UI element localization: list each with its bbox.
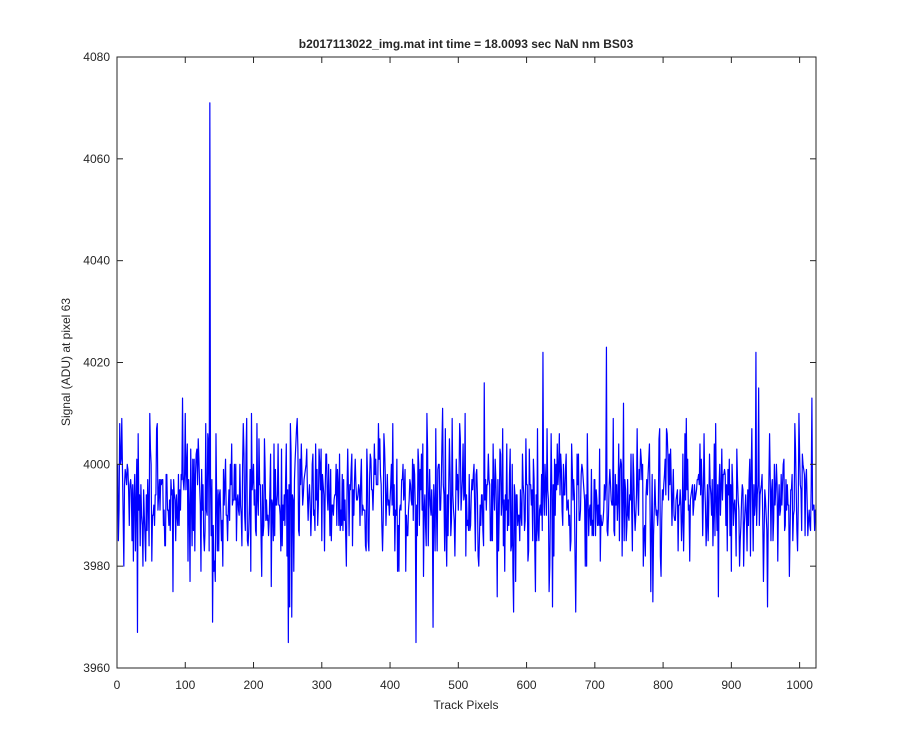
plot-area [117,57,816,668]
ticks-layer: 0 100 200 300 400 500 600 700 800 900 1000 3960 3980… [83,50,816,692]
x-tick-label: 400 [380,678,400,692]
x-tick-label: 600 [517,678,537,692]
x-tick-label: 300 [312,678,332,692]
y-tick-label: 4080 [83,50,110,64]
x-tick-label: 700 [585,678,605,692]
x-tick-label: 900 [721,678,741,692]
series-line [117,102,817,644]
x-tick-label: 0 [114,678,121,692]
y-tick-label: 4040 [83,254,110,268]
y-tick-label: 4060 [83,152,110,166]
chart-title: b2017113022_img.mat int time = 18.0093 s… [299,37,634,51]
y-tick-label: 4000 [83,457,110,471]
x-axis-label: Track Pixels [434,698,499,712]
y-tick-label: 3960 [83,661,110,675]
y-axis-label: Signal (ADU) at pixel 63 [59,298,73,426]
x-tick-label: 100 [175,678,195,692]
x-tick-label: 1000 [786,678,813,692]
y-tick-label: 4020 [83,356,110,370]
x-tick-label: 800 [653,678,673,692]
y-tick-label: 3980 [83,559,110,573]
x-tick-label: 200 [244,678,264,692]
series-layer [117,102,817,644]
x-tick-label: 500 [448,678,468,692]
